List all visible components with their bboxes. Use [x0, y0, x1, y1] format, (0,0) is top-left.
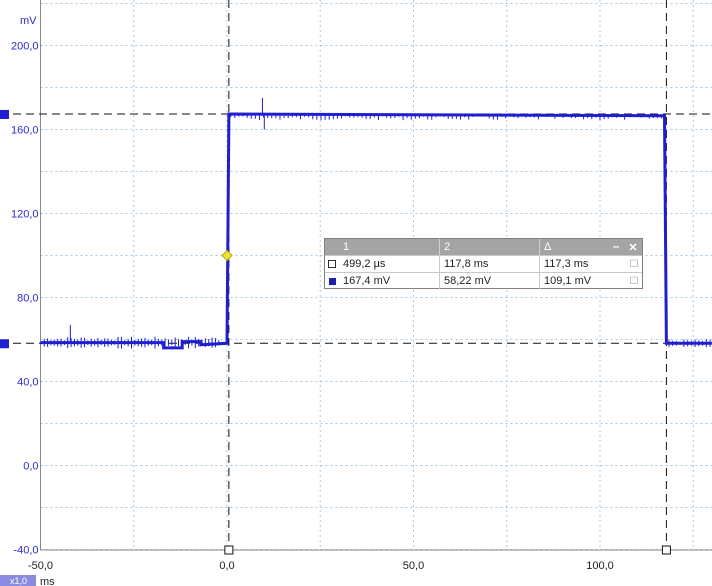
x-tick-label: 50,0: [403, 560, 424, 572]
minimize-icon[interactable]: ‒: [612, 241, 620, 253]
measurement-table[interactable]: 1 2 Δ ‒ ✕ 499,2 µs 117,8 ms 117,3 ms ☐ 1…: [324, 238, 643, 289]
x-tick-label: 0,0: [219, 560, 234, 572]
x-tick-labels: -50,0 0,0 50,0 100,0: [28, 560, 614, 572]
cursor-horizontal-handle: [0, 339, 9, 349]
col-header-delta: Δ: [544, 241, 552, 253]
cell-volt-1: 167,4 mV: [339, 273, 440, 289]
y-tick-label: 0,0: [23, 461, 38, 473]
cell-time-2: 117,8 ms: [440, 256, 540, 272]
x-axis-unit: ms: [40, 576, 55, 586]
lock-icon[interactable]: ☐: [629, 258, 639, 270]
x-tick-label: -50,0: [28, 560, 53, 572]
y-tick-label: 120,0: [11, 209, 39, 221]
measurement-table-header[interactable]: 1 2 Δ ‒ ✕: [325, 239, 642, 255]
table-row-time: 499,2 µs 117,8 ms 117,3 ms ☐: [325, 255, 642, 272]
cell-volt-2: 58,22 mV: [440, 273, 540, 289]
y-axis-unit: mV: [20, 15, 37, 27]
table-row-voltage: 167,4 mV 58,22 mV 109,1 mV ☐: [325, 272, 642, 289]
cell-time-delta: 117,3 ms: [544, 258, 589, 270]
trace-series: [40, 98, 712, 350]
x-tick-label: 100,0: [586, 560, 614, 572]
grid: [40, 0, 712, 551]
y-tick-labels: -40,0 0,0 40,0 80,0 120,0 160,0 200,0: [11, 41, 39, 557]
y-tick-label: 160,0: [11, 125, 39, 137]
cursor-vertical-handle: [224, 545, 234, 555]
cursor-voltage-icon: [328, 277, 336, 285]
y-tick-label: 80,0: [17, 293, 38, 305]
col-header-1: 1: [339, 239, 440, 255]
trigger-marker: [221, 249, 233, 262]
cursor-time-icon: [328, 260, 336, 268]
markers: [221, 249, 233, 262]
cell-time-1: 499,2 µs: [339, 256, 440, 272]
col-header-2: 2: [440, 239, 540, 255]
lock-icon[interactable]: ☐: [629, 275, 639, 287]
cell-volt-delta: 109,1 mV: [544, 275, 592, 287]
x-axis-unit-group: x1,0 ms: [0, 575, 55, 586]
cursor-vertical-handle: [661, 545, 671, 555]
y-tick-label: 40,0: [17, 377, 38, 389]
x-scale-badge: [0, 575, 36, 586]
cursor-horizontal-handle: [0, 109, 9, 119]
x-scale-badge-label: x1,0: [10, 576, 27, 586]
close-icon[interactable]: ✕: [628, 241, 638, 254]
y-tick-label: -40,0: [13, 545, 38, 557]
y-tick-label: 200,0: [11, 41, 39, 53]
trace-line: [40, 112, 712, 350]
